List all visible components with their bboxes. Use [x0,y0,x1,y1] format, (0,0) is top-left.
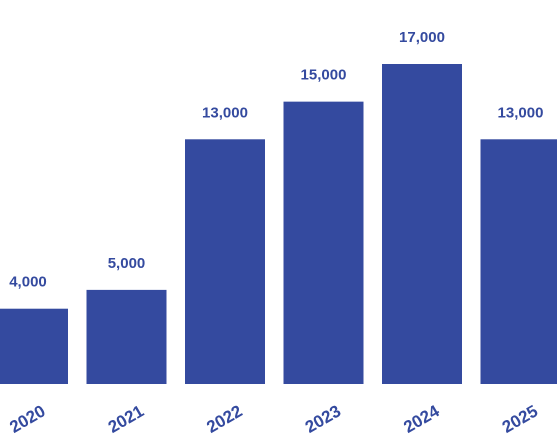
value-label: 4,000 [9,274,47,291]
x-tick-label: 2025 [499,401,541,436]
bar [185,139,265,384]
value-label: 15,000 [301,67,347,84]
x-tick-label: 2024 [400,401,443,437]
bar [86,289,167,384]
bar [0,308,68,384]
value-label: 13,000 [202,104,248,121]
bar [382,64,462,384]
x-tick-label: 2020 [6,401,48,436]
bar [283,101,364,384]
bar [480,139,557,384]
x-tick-label: 2021 [105,401,147,436]
value-label: 5,000 [108,255,146,272]
value-label: 13,000 [498,104,544,121]
value-label: 17,000 [399,29,445,46]
x-tick-label: 2022 [203,401,245,436]
x-tick-label: 2023 [302,401,344,436]
